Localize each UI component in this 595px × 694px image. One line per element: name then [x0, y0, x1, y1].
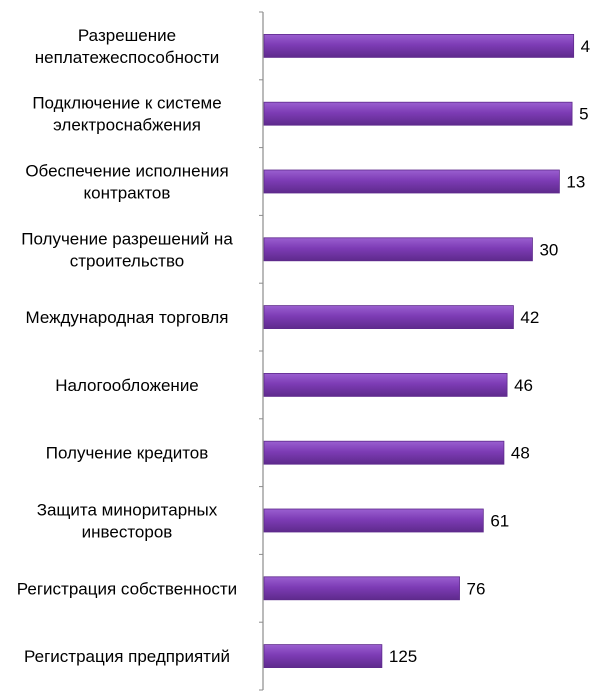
value-label: 125 — [389, 647, 417, 666]
category-label: Подключение к системе электроснабжения — [32, 94, 221, 135]
bar — [263, 34, 575, 58]
category-label: Международная торговля — [25, 308, 228, 327]
value-label: 61 — [490, 512, 509, 531]
value-label: 5 — [579, 105, 588, 124]
bar — [263, 169, 560, 194]
category-label: Разрешение неплатежеспособности — [35, 26, 219, 67]
category-axis-ticks — [259, 11, 263, 691]
category-label-line: Получение разрешений на — [21, 229, 233, 248]
bar — [263, 508, 484, 533]
bar — [263, 237, 533, 262]
value-label: 4 — [581, 37, 590, 56]
value-label: 13 — [566, 173, 585, 192]
bar — [263, 372, 508, 397]
value-labels: 4 5 13 30 42 46 48 61 76 125 — [389, 37, 590, 666]
category-label-line: Разрешение — [78, 26, 176, 45]
category-label: Получение разрешений на строительство — [21, 229, 233, 270]
category-label-line: строительство — [70, 251, 185, 270]
category-label-line: Обеспечение исполнения — [25, 162, 228, 181]
bars-layer — [263, 34, 575, 668]
bar — [263, 101, 573, 126]
bar — [263, 576, 460, 601]
category-label-line: Защита миноритарных — [37, 501, 218, 520]
category-label-line: неплатежеспособности — [35, 48, 219, 67]
value-label: 42 — [520, 308, 539, 327]
category-label: Защита миноритарных инвесторов — [37, 501, 218, 542]
category-label: Регистрация предприятий — [24, 647, 230, 666]
category-labels: Разрешение неплатежеспособности Подключени… — [17, 26, 237, 666]
category-label-line: Налогообложение — [55, 376, 199, 395]
value-label: 30 — [539, 240, 558, 259]
category-label-line: контрактов — [84, 184, 171, 203]
value-label: 48 — [511, 444, 530, 463]
value-label: 76 — [467, 579, 486, 598]
category-label-line: Регистрация собственности — [17, 579, 237, 598]
category-label: Получение кредитов — [46, 444, 209, 463]
category-label-line: Регистрация предприятий — [24, 647, 230, 666]
category-label-line: Получение кредитов — [46, 444, 209, 463]
bar — [263, 305, 514, 330]
category-label-line: инвесторов — [82, 523, 173, 542]
category-label: Регистрация собственности — [17, 579, 237, 598]
value-label: 46 — [514, 376, 533, 395]
category-label: Обеспечение исполнения контрактов — [25, 162, 228, 203]
category-label: Налогообложение — [55, 376, 199, 395]
bar — [263, 644, 383, 668]
category-label-line: Международная торговля — [25, 308, 228, 327]
category-label-line: Подключение к системе — [32, 94, 221, 113]
category-label-line: электроснабжения — [53, 116, 201, 135]
bar — [263, 440, 505, 465]
